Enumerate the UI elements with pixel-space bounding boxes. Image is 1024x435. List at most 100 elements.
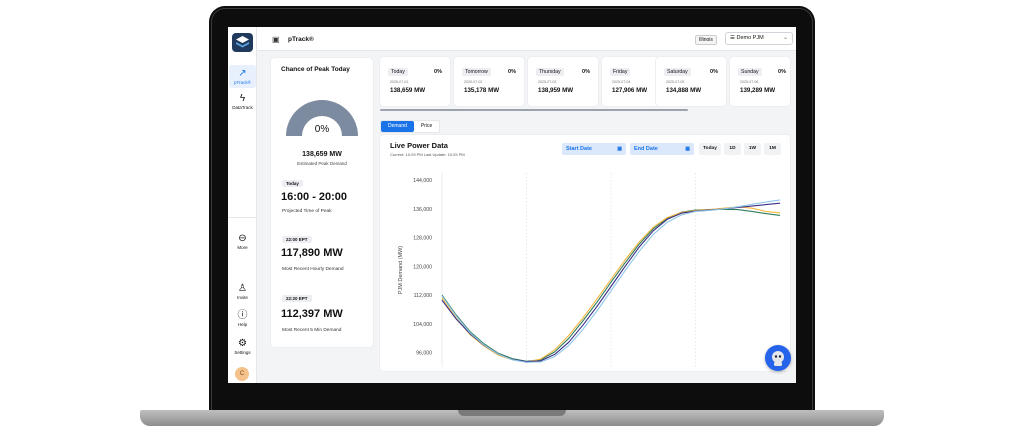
- day-date: 2025-07-01: [390, 80, 409, 84]
- region-badge[interactable]: Illinois: [695, 35, 717, 45]
- day-demand: 134,888 MW: [666, 87, 702, 94]
- estimated-peak-label: Estimated Peak Demand: [297, 161, 347, 166]
- y-tick-label: 136,000: [413, 207, 432, 213]
- day-chance: 0%: [778, 69, 786, 75]
- peak-gauge: [286, 100, 358, 136]
- estimated-peak-value: 138,659 MW: [302, 151, 342, 158]
- y-tick-label: 128,000: [413, 236, 432, 242]
- add-user-icon: ♙: [238, 283, 247, 294]
- day-card[interactable]: Today 0% 2025-07-01 138,659 MW: [380, 57, 450, 106]
- app-title: pTrack®: [288, 36, 314, 43]
- sidebar-item-settings[interactable]: ⚙ Settings: [229, 338, 256, 355]
- day-demand: 138,659 MW: [390, 87, 426, 94]
- range-1m-button[interactable]: 1M: [764, 143, 781, 155]
- live-power-subtitle: Current: 10:29 PM Last Update: 10:25 PM: [390, 152, 465, 157]
- y-tick-label: 120,000: [413, 264, 432, 270]
- sidebar-item-more[interactable]: ⊖ More: [229, 233, 256, 250]
- day-demand: 127,906 MW: [612, 87, 648, 94]
- bolt-icon: ϟ: [239, 93, 246, 104]
- tab-demand[interactable]: Demand: [381, 121, 414, 132]
- sidebar-divider: [228, 217, 257, 218]
- sidebar: ↗ pTrack® ϟ DataTrack ⊖ More ♙ Invite ⓘ …: [228, 27, 257, 383]
- more-icon: ⊖: [238, 233, 247, 244]
- five-min-demand-label: Most Recent 5 Min Demand: [282, 328, 342, 333]
- day-chance: 0%: [710, 69, 718, 75]
- y-tick-label: 96,000: [416, 351, 432, 357]
- day-chance: 0%: [434, 69, 442, 75]
- day-chance: 0%: [508, 69, 516, 75]
- live-power-title: Live Power Data: [390, 141, 448, 150]
- range-1w-button[interactable]: 1W: [744, 143, 761, 155]
- y-tick-label: 104,000: [413, 322, 432, 328]
- sidebar-item-help[interactable]: ⓘ Help: [229, 310, 256, 327]
- sidebar-item-invite[interactable]: ♙ Invite: [229, 283, 256, 300]
- range-1d-button[interactable]: 1D: [724, 143, 741, 155]
- demand-chart[interactable]: 96,000 104,000 112,000 120,000 128,000 136,00…: [380, 167, 790, 371]
- start-date-field[interactable]: Start Date ▦: [562, 143, 626, 155]
- avatar[interactable]: C: [235, 367, 249, 381]
- day-date: 2025-07-06: [740, 80, 759, 84]
- day-name: Today: [388, 68, 408, 76]
- calendar-icon: ▦: [617, 146, 622, 152]
- robot-icon: [772, 351, 784, 366]
- day-name: Friday: [610, 68, 631, 76]
- peak-time-range: 16:00 - 20:00: [281, 191, 348, 203]
- laptop-base: [140, 410, 884, 426]
- trend-icon: ↗: [238, 68, 247, 79]
- day-date: 2025-07-04: [612, 80, 631, 84]
- calendar-icon: ▦: [685, 146, 690, 152]
- sidebar-item-label: Settings: [234, 350, 251, 355]
- hourly-demand-value: 117,890 MW: [281, 247, 343, 259]
- chart-tabs: Demand Price: [380, 120, 441, 133]
- chevron-down-icon: ⌄: [782, 35, 788, 41]
- sidebar-item-datatrack[interactable]: ϟ DataTrack: [229, 93, 256, 110]
- app-screen: ↗ pTrack® ϟ DataTrack ⊖ More ♙ Invite ⓘ …: [228, 27, 796, 383]
- day-card[interactable]: Sunday 0% 2025-07-06 139,289 MW: [730, 57, 790, 106]
- hourly-time-pill: 22:00 EPT: [282, 236, 312, 243]
- day-name: Sunday: [738, 68, 762, 76]
- peak-chance-value: 0%: [314, 124, 330, 135]
- sidebar-item-label: More: [237, 245, 248, 250]
- chance-of-peak-card: Chance of Peak Today 0% 138,659 MW Estim…: [271, 58, 373, 347]
- day-date: 2025-07-05: [666, 80, 685, 84]
- day-date: 2025-07-02: [464, 80, 483, 84]
- y-axis-label: PJM Demand (MW): [398, 246, 404, 294]
- sidebar-toggle-icon[interactable]: ▣: [272, 35, 280, 44]
- peak-card-title: Chance of Peak Today: [281, 66, 350, 73]
- y-tick-label: 112,000: [414, 293, 432, 299]
- end-date-field[interactable]: End Date ▦: [630, 143, 694, 155]
- today-pill: Today: [282, 180, 303, 187]
- assistant-button[interactable]: [765, 345, 791, 371]
- day-date: 2025-07-03: [538, 80, 557, 84]
- day-chance: 0%: [582, 69, 590, 75]
- day-demand: 135,178 MW: [464, 87, 500, 94]
- day-card[interactable]: Thursday 0% 2025-07-03 138,959 MW: [528, 57, 598, 106]
- live-power-card: Live Power Data Current: 10:29 PM Last U…: [380, 135, 790, 371]
- top-header: ▣ pTrack® Illinois ☰ Demo PJM ⌄: [257, 27, 796, 51]
- sidebar-item-label: Invite: [237, 295, 248, 300]
- day-cards-scrollbar[interactable]: [380, 109, 688, 111]
- tab-price[interactable]: Price: [420, 123, 433, 129]
- account-select[interactable]: ☰ Demo PJM ⌄: [725, 32, 793, 45]
- laptop-notch: [458, 410, 566, 416]
- day-name: Saturday: [664, 68, 691, 76]
- start-date-label: Start Date: [566, 146, 592, 152]
- help-icon: ⓘ: [237, 310, 248, 321]
- day-name: Thursday: [536, 68, 564, 76]
- series-line-3: [441, 199, 781, 363]
- day-card[interactable]: Tomorrow 0% 2025-07-02 135,178 MW: [454, 57, 524, 106]
- list-icon: ☰: [730, 35, 737, 41]
- range-today-button[interactable]: Today: [699, 143, 721, 155]
- peak-time-label: Projected Time of Peak: [282, 209, 332, 214]
- series-line-1: [441, 206, 781, 363]
- five-min-demand-value: 112,397 MW: [281, 308, 343, 320]
- sidebar-item-label: Help: [237, 322, 248, 327]
- sidebar-item-label: pTrack®: [234, 80, 251, 85]
- account-label: Demo PJM: [736, 35, 764, 41]
- day-card[interactable]: Saturday 0% 2025-07-05 134,888 MW: [656, 57, 726, 106]
- sidebar-item-label: DataTrack: [232, 105, 253, 110]
- day-name: Tomorrow: [462, 68, 491, 76]
- gear-icon: ⚙: [238, 338, 247, 349]
- day-demand: 138,959 MW: [538, 87, 574, 94]
- sidebar-item-ptrack[interactable]: ↗ pTrack®: [229, 65, 256, 88]
